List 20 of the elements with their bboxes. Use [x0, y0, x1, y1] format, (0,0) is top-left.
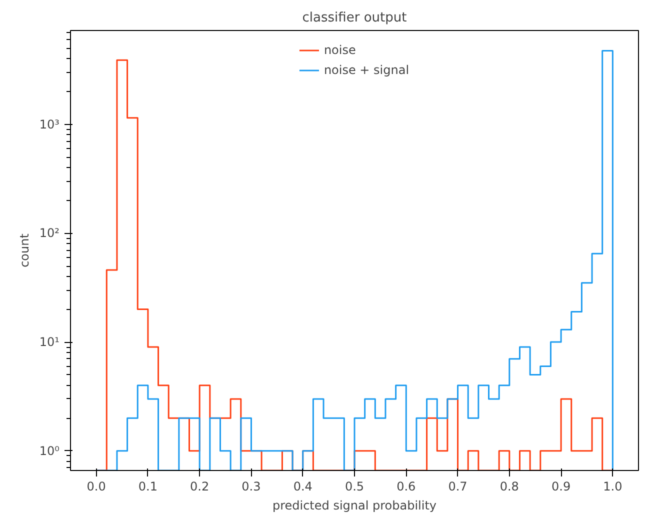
y-axis-title: count — [17, 233, 32, 268]
chart-title: classifier output — [302, 10, 407, 26]
x-tick-label: 1.0 — [603, 480, 622, 494]
x-tick-label: 0.0 — [86, 480, 106, 494]
y-tick-label: 10³ — [39, 117, 60, 132]
legend-label: noise — [324, 43, 356, 57]
y-tick-label: 10⁰ — [39, 444, 60, 458]
x-tick-label: 0.6 — [396, 480, 416, 494]
y-tick-label: 10² — [39, 226, 60, 240]
x-tick-label: 0.8 — [500, 480, 519, 494]
x-tick-label: 0.9 — [552, 480, 571, 494]
x-tick-label: 0.2 — [190, 480, 210, 494]
legend-label: noise + signal — [324, 63, 410, 77]
x-tick-label: 0.7 — [448, 480, 468, 494]
x-tick-label: 0.5 — [344, 480, 364, 494]
x-tick-label: 0.4 — [293, 480, 312, 494]
x-tick-label: 0.3 — [242, 480, 261, 494]
y-tick-label: 10¹ — [39, 335, 60, 350]
x-axis-title: predicted signal probability — [272, 498, 437, 512]
x-tick-label: 0.1 — [138, 480, 158, 494]
